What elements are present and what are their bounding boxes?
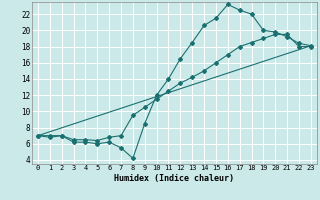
- X-axis label: Humidex (Indice chaleur): Humidex (Indice chaleur): [115, 174, 234, 183]
